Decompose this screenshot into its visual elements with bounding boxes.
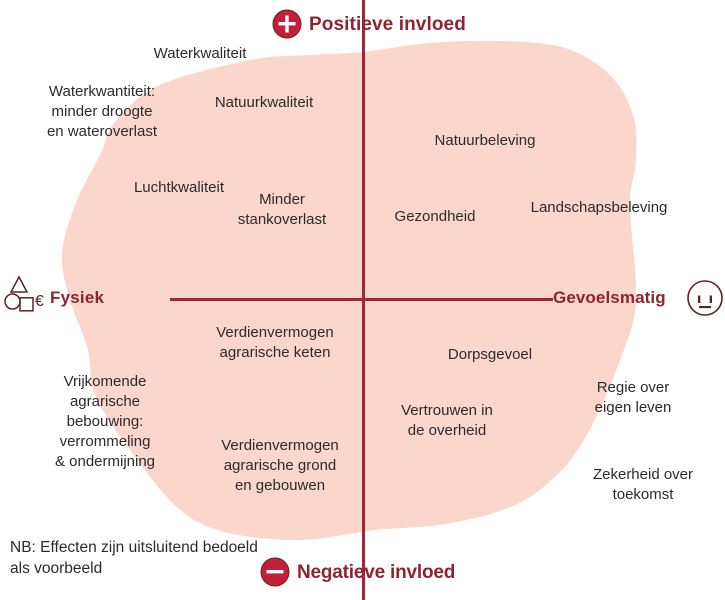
svg-text:€: € <box>35 293 44 310</box>
